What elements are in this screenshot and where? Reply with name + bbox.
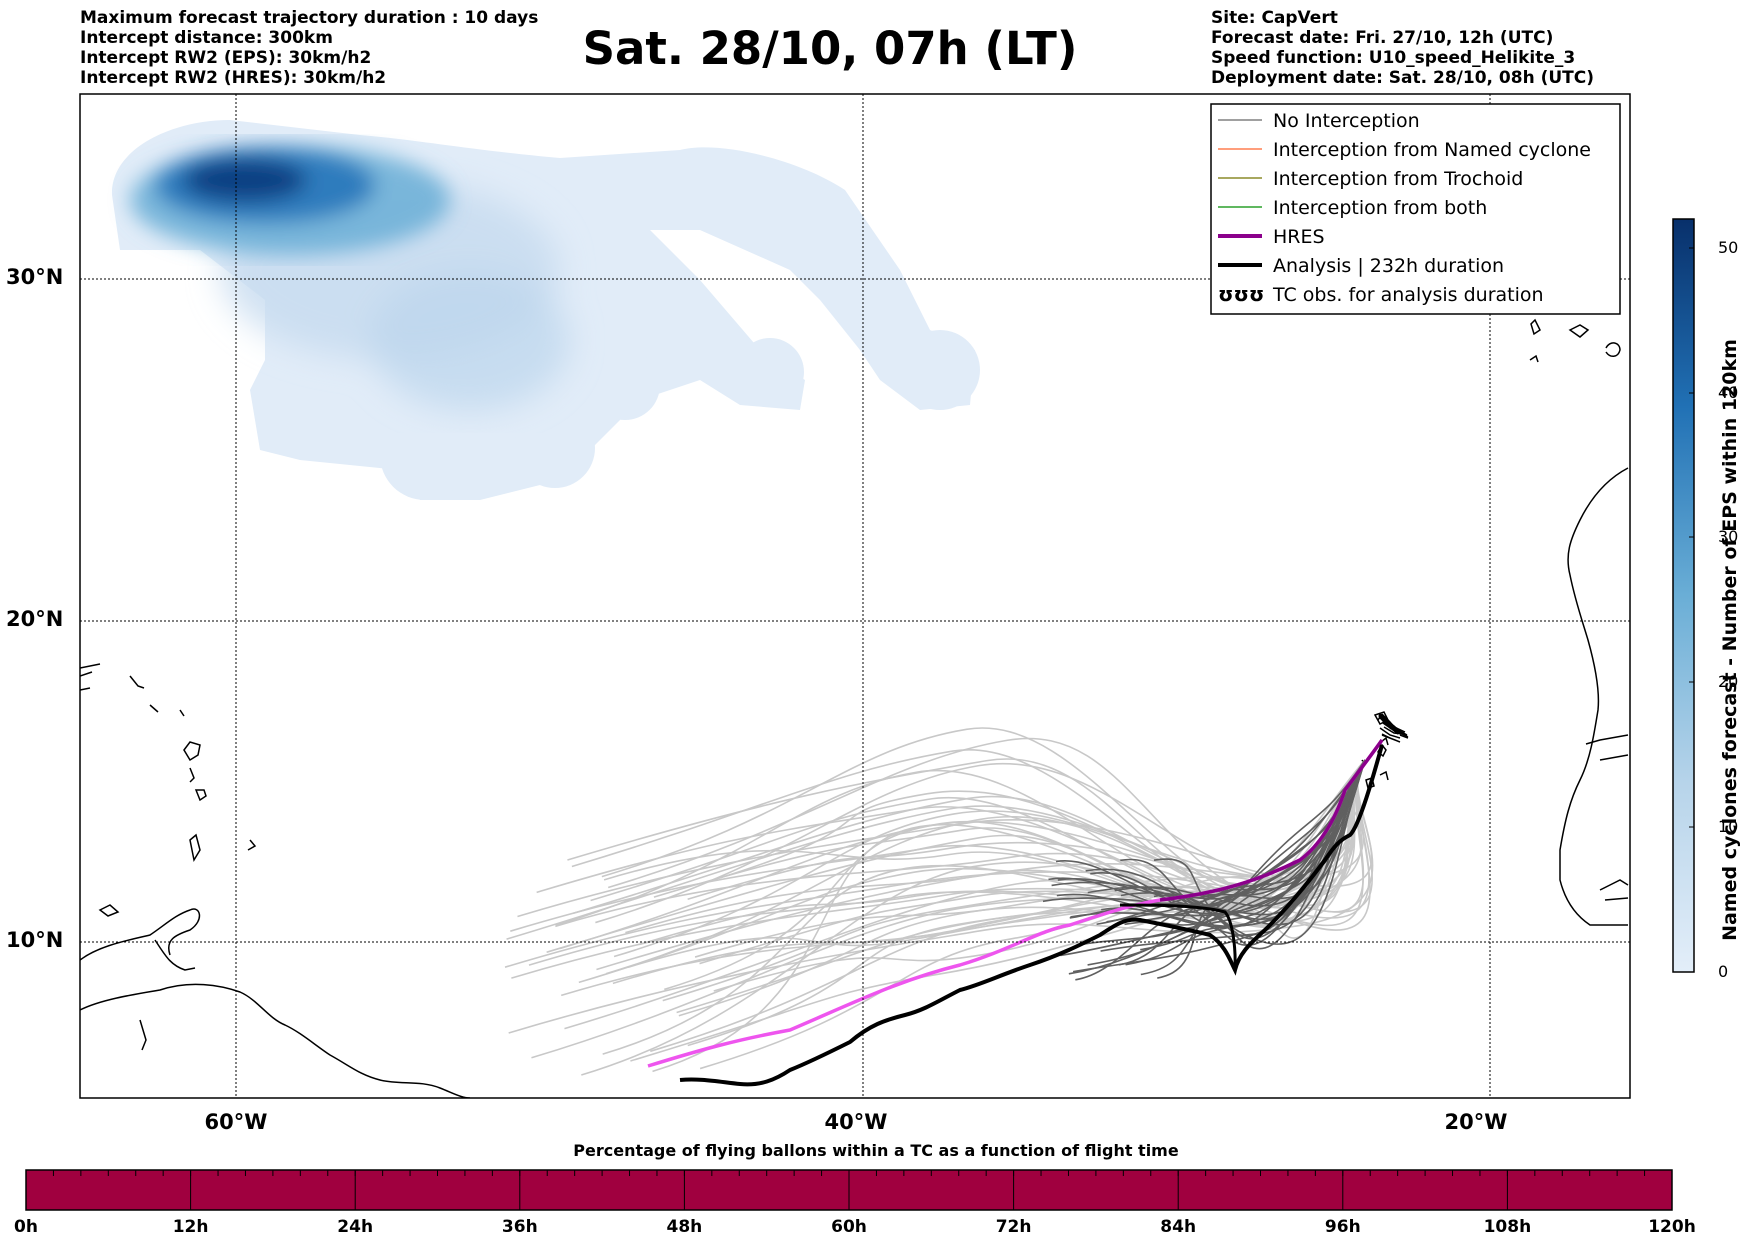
lon-label-60w: 60°W: [204, 1110, 268, 1134]
flight-time-bar-title: Percentage of flying ballons within a TC…: [573, 1141, 1179, 1160]
trajectory-line: [1090, 759, 1366, 937]
bar-tick-label: 24h: [337, 1217, 374, 1237]
colorbar-tick-0: 0: [1718, 962, 1729, 981]
legend-label-trochoid: Interception from Trochoid: [1273, 168, 1523, 190]
forecast-info-left: Maximum forecast trajectory duration : 1…: [80, 8, 538, 88]
forecast-date-text: Forecast date: Fri. 27/10, 12h (UTC): [1211, 28, 1554, 48]
bar-tick-label: 36h: [501, 1217, 538, 1237]
lon-label-20w: 20°W: [1444, 1110, 1508, 1134]
colorbar-ticks: [1689, 247, 1694, 828]
max-duration-text: Maximum forecast trajectory duration : 1…: [80, 8, 539, 28]
colorbar: [1672, 218, 1695, 973]
trajectory-line: [1114, 759, 1366, 907]
colorbar-tick-10: 10: [1718, 817, 1739, 836]
bar-tick-label: 12h: [172, 1217, 209, 1237]
page-title: Sat. 28/10, 07h (LT): [582, 22, 1078, 75]
forecast-info-right: Site: CapVert Forecast date: Fri. 27/10,…: [1211, 8, 1594, 88]
legend: ʊʊʊ No Interception Interception from Na…: [1210, 103, 1621, 315]
intercept-eps-text: Intercept RW2 (EPS): 30km/h2: [80, 48, 372, 68]
trajectory-line: [1101, 759, 1366, 928]
bar-tick-label: 60h: [831, 1217, 867, 1237]
legend-label-both: Interception from both: [1273, 197, 1487, 219]
trajectories-no-interception-dark: [1042, 759, 1366, 981]
intercept-hres-text: Intercept RW2 (HRES): 30km/h2: [80, 68, 387, 88]
trajectory-line: [508, 759, 1374, 1034]
tc-obs-symbol-icon: ʊʊʊ: [1218, 282, 1264, 306]
bar-tick-label: 120h: [1648, 1217, 1696, 1237]
cyclone-density-field: [111, 120, 980, 500]
legend-label-hres: HRES: [1273, 226, 1325, 248]
legend-label-analysis: Analysis | 232h duration: [1273, 255, 1504, 277]
flight-time-bar-ticks: [25, 1170, 1673, 1210]
trajectory-line: [1153, 759, 1366, 945]
trajectory-line: [702, 759, 1371, 931]
trajectory-line: [699, 759, 1366, 965]
lat-label-30n: 30°N: [6, 265, 64, 289]
analysis-trajectory-branch: [1119, 903, 1237, 971]
trajectory-line: [1142, 759, 1366, 922]
colorbar-tick-50: 50: [1718, 238, 1739, 257]
legend-label-no-interception: No Interception: [1273, 110, 1420, 132]
bar-tick-label: 48h: [666, 1217, 703, 1237]
trajectory-line: [653, 759, 1366, 898]
trajectory-line: [639, 759, 1366, 946]
legend-label-named-cyclone: Interception from Named cyclone: [1273, 139, 1591, 161]
lon-label-40w: 40°W: [824, 1110, 888, 1134]
bar-tick-label: 0h: [14, 1217, 38, 1237]
legend-label-tc-obs: TC obs. for analysis duration: [1272, 284, 1544, 306]
trajectory-line: [1056, 759, 1366, 927]
trajectory-line: [536, 759, 1366, 923]
lat-label-20n: 20°N: [6, 607, 64, 631]
hres-trajectory-late: [1159, 738, 1384, 902]
colorbar-tick-20: 20: [1718, 672, 1739, 691]
bar-tick-label: 84h: [1160, 1217, 1197, 1237]
trajectory-line: [559, 759, 1366, 950]
speed-function-text: Speed function: U10_speed_Helikite_3: [1211, 48, 1576, 68]
trajectory-line: [601, 727, 1366, 904]
bar-tick-label: 72h: [995, 1217, 1032, 1237]
intercept-distance-text: Intercept distance: 300km: [80, 28, 333, 48]
trajectory-line: [664, 759, 1373, 991]
map-frame: [79, 93, 1631, 1099]
deployment-date-text: Deployment date: Sat. 28/10, 08h (UTC): [1211, 68, 1595, 88]
analysis-trajectory: [679, 744, 1384, 1087]
lat-label-10n: 10°N: [6, 928, 64, 952]
map-gridlines: [80, 94, 1630, 1098]
coastline: [80, 318, 1629, 1098]
bar-tick-label: 96h: [1324, 1217, 1361, 1237]
trajectory-line: [567, 758, 1366, 904]
bar-tick-label: 108h: [1483, 1217, 1532, 1237]
colorbar-label: Named cyclones forecast - Number of EPS …: [1719, 339, 1741, 941]
colorbar-tick-40: 40: [1718, 383, 1739, 402]
site-text: Site: CapVert: [1211, 8, 1338, 28]
colorbar-tick-30: 30: [1718, 527, 1739, 546]
trajectory-line: [652, 759, 1366, 1073]
trajectory-line: [504, 759, 1366, 968]
